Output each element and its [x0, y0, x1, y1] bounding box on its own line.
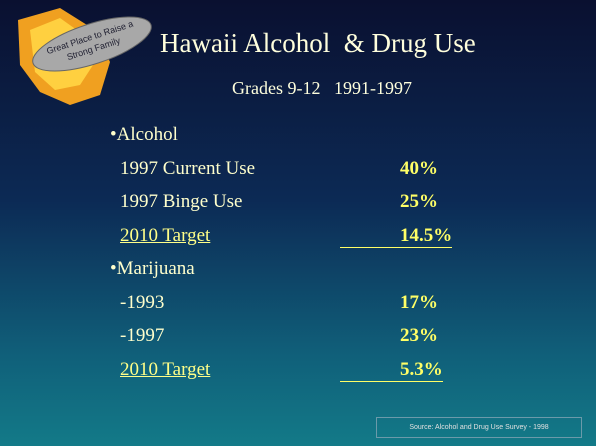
source: Source: Alcohol and Drug Use Survey - 19…	[376, 417, 582, 438]
item-value: 14.5%	[340, 225, 453, 248]
item: -1997 23%	[110, 325, 510, 355]
section-heading: •Alcohol	[110, 124, 510, 154]
item-label: 1997 Binge Use	[120, 191, 243, 212]
logo: Great Place to Raise a Strong Family	[18, 8, 152, 105]
title: Hawaii Alcohol & Drug Use	[160, 28, 476, 58]
item: 2010 Target 14.5%	[110, 225, 510, 255]
item-value: 40%	[400, 157, 438, 179]
item-label: 1997 Current Use	[120, 157, 256, 179]
item: 1997 Binge Use 25%	[110, 191, 510, 221]
item: -1993 17%	[110, 292, 510, 322]
item-value: 23%	[400, 325, 438, 346]
heading-text: •Alcohol	[110, 124, 178, 145]
item-label: 2010 Target	[120, 224, 211, 246]
item: 1997 Current Use 40%	[110, 158, 510, 188]
logo-ellipse	[32, 16, 152, 72]
heading-text: •Marijuana	[110, 258, 195, 279]
item-value: 25%	[400, 191, 438, 212]
item-label: -1997	[120, 325, 165, 346]
item-value: 5.3%	[340, 359, 443, 382]
item: 2010 Target 5.3%	[110, 359, 510, 389]
section-heading: •Marijuana	[110, 258, 510, 288]
item-value: 17%	[400, 291, 438, 313]
item-label: -1993	[120, 291, 165, 313]
item-label: 2010 Target	[120, 358, 211, 380]
subtitle: Grades 9-12 1991-1997	[232, 78, 412, 98]
